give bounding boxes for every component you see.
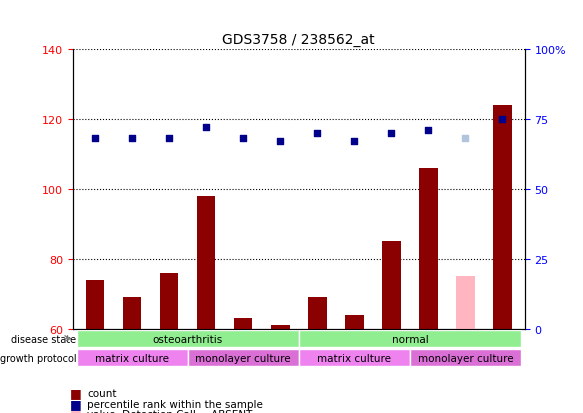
Point <box>424 127 433 134</box>
Text: growth protocol: growth protocol <box>0 353 76 363</box>
Point <box>461 136 470 142</box>
Title: GDS3758 / 238562_at: GDS3758 / 238562_at <box>223 33 375 47</box>
Bar <box>299 330 521 347</box>
Point <box>350 138 359 145</box>
Bar <box>123 298 142 329</box>
Point <box>312 130 322 137</box>
Bar <box>299 349 410 367</box>
Bar <box>419 169 438 329</box>
Bar <box>456 277 475 329</box>
Bar <box>410 349 521 367</box>
Point <box>202 125 211 131</box>
Bar <box>76 330 299 347</box>
Text: monolayer culture: monolayer culture <box>195 353 291 363</box>
Text: matrix culture: matrix culture <box>95 353 169 363</box>
Bar <box>86 280 104 329</box>
Point <box>164 136 174 142</box>
Bar <box>493 105 512 329</box>
Text: normal: normal <box>392 334 429 344</box>
Bar <box>382 242 401 329</box>
Text: ■: ■ <box>70 407 82 413</box>
Text: value, Detection Call = ABSENT: value, Detection Call = ABSENT <box>87 409 253 413</box>
Point <box>238 136 248 142</box>
Bar <box>271 325 290 329</box>
Point <box>128 136 137 142</box>
Text: count: count <box>87 389 117 399</box>
Bar <box>160 273 178 329</box>
Point <box>90 136 100 142</box>
Text: ■: ■ <box>70 397 82 410</box>
Point <box>387 130 396 137</box>
Point <box>276 138 285 145</box>
Text: osteoarthritis: osteoarthritis <box>153 334 223 344</box>
Bar <box>308 298 326 329</box>
Bar <box>188 349 299 367</box>
Text: ■: ■ <box>70 387 82 399</box>
Bar <box>234 319 252 329</box>
Text: matrix culture: matrix culture <box>317 353 391 363</box>
Bar <box>197 196 216 329</box>
Bar <box>76 349 188 367</box>
Text: monolayer culture: monolayer culture <box>417 353 513 363</box>
Text: disease state: disease state <box>12 334 76 344</box>
Text: percentile rank within the sample: percentile rank within the sample <box>87 399 264 409</box>
Point <box>498 116 507 123</box>
Bar <box>345 315 364 329</box>
